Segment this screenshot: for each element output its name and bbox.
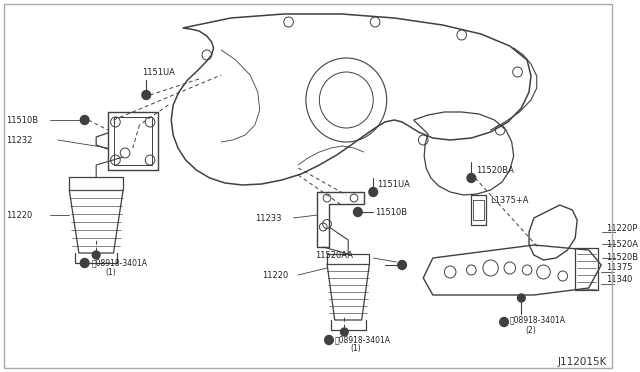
- Text: 11375: 11375: [606, 263, 632, 273]
- Circle shape: [467, 173, 476, 183]
- Circle shape: [340, 328, 348, 336]
- Text: 1151UA: 1151UA: [377, 180, 410, 189]
- Text: 11520AA: 11520AA: [316, 250, 353, 260]
- Text: (2): (2): [525, 326, 536, 334]
- Circle shape: [142, 90, 150, 99]
- Text: 11233: 11233: [255, 214, 282, 222]
- Text: 11510B: 11510B: [6, 115, 38, 125]
- Text: 1151UA: 1151UA: [142, 67, 175, 77]
- Circle shape: [369, 187, 378, 196]
- Circle shape: [324, 336, 333, 344]
- Text: 11510B: 11510B: [375, 208, 407, 217]
- Text: ⓝ08918-3401A: ⓝ08918-3401A: [335, 336, 391, 344]
- Text: (1): (1): [106, 267, 116, 276]
- Text: 11220P: 11220P: [606, 224, 637, 232]
- Circle shape: [518, 294, 525, 302]
- Text: 11520BA: 11520BA: [476, 166, 514, 174]
- Text: ⓝ08918-3401A: ⓝ08918-3401A: [92, 259, 147, 267]
- Text: L1375+A: L1375+A: [491, 196, 529, 205]
- Text: 11520B: 11520B: [606, 253, 638, 263]
- Text: 11520A: 11520A: [606, 240, 638, 248]
- Text: J112015K: J112015K: [558, 357, 607, 367]
- Text: 11232: 11232: [6, 135, 32, 144]
- Text: (1): (1): [350, 344, 361, 353]
- Circle shape: [80, 115, 89, 125]
- Circle shape: [397, 260, 406, 269]
- Circle shape: [353, 208, 362, 217]
- Text: 11340: 11340: [606, 276, 632, 285]
- Text: ⓝ08918-3401A: ⓝ08918-3401A: [510, 315, 566, 324]
- Text: 11220: 11220: [6, 211, 32, 219]
- Text: 11220: 11220: [262, 270, 288, 279]
- Circle shape: [80, 259, 89, 267]
- Circle shape: [500, 317, 508, 327]
- Circle shape: [92, 251, 100, 259]
